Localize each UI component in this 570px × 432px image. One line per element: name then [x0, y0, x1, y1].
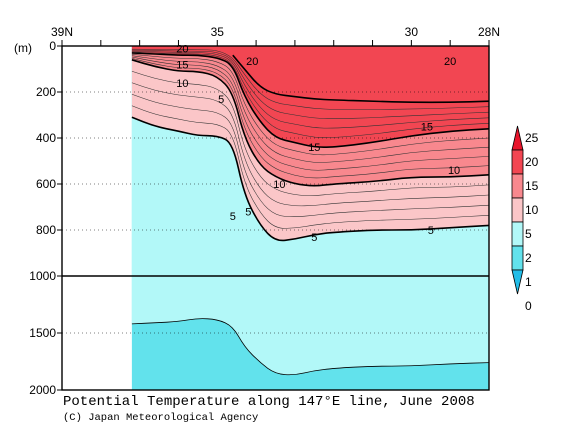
contour-label-7: 10 [273, 179, 285, 191]
depth-label-2000: 2000 [29, 383, 56, 397]
latitude-axis: 39N 35 30 28N [51, 25, 500, 46]
contour-label-12: 5 [311, 232, 317, 244]
contour-label-10: 5 [230, 211, 236, 223]
isotherm-minor-2-1 [131, 51, 489, 138]
contour-label-9: 5 [218, 94, 224, 106]
legend-swatch-10 [511, 197, 524, 223]
isotherm-minor-1-2 [131, 56, 489, 171]
legend-label-1: 1 [525, 275, 532, 289]
contour-label-8: 10 [448, 165, 460, 177]
isotherm-2 [131, 318, 489, 376]
contour-label-3: 15 [176, 59, 188, 71]
isotherm-minor-2-4 [131, 48, 489, 110]
lat-label-39: 39N [51, 25, 73, 39]
isotherm-minor-1-4 [131, 54, 489, 156]
depth-label-1500: 1500 [29, 326, 56, 340]
legend-label-0: 0 [525, 299, 532, 313]
depth-axis: 0 200 400 600 800 1000 1500 2000 [29, 39, 62, 397]
legend-label-15: 15 [525, 179, 539, 193]
isotherm-minor-1-1 [131, 58, 489, 179]
contour-label-0: 20 [176, 43, 188, 55]
temperature-fill-layers [131, 46, 489, 390]
legend-swatch-25 [511, 125, 524, 151]
legend-label-25: 25 [525, 131, 539, 145]
isotherm-minor-2-3 [131, 49, 489, 119]
isotherm-10 [131, 59, 489, 187]
isotherm-minor-2-2 [131, 50, 489, 129]
legend-swatch-1 [511, 269, 524, 295]
depth-label-200: 200 [36, 85, 56, 99]
legend-swatch-2 [511, 245, 524, 271]
isotherm-20 [232, 54, 489, 104]
plot-border [61, 45, 490, 391]
legend-label-2: 2 [525, 251, 532, 265]
depth-unit-label: (m) [14, 41, 32, 55]
isotherm-15 [131, 52, 489, 149]
isotherm-minor-0-3 [131, 82, 489, 207]
legend-swatch-15 [511, 173, 524, 199]
isotherm-minor-0-1 [131, 105, 489, 229]
legend-label-10: 10 [525, 203, 539, 217]
depth-label-800: 800 [36, 223, 56, 237]
contour-label-4: 15 [308, 142, 320, 154]
depth-label-600: 600 [36, 177, 56, 191]
contour-label-6: 10 [176, 78, 188, 90]
contour-label-11: 5 [245, 207, 251, 219]
lat-label-30: 30 [405, 25, 419, 39]
depth-gridlines [62, 91, 489, 334]
legend-label-5: 5 [525, 227, 532, 241]
legend-swatch-20 [511, 149, 524, 175]
copyright-credit: (C) Japan Meteorological Agency [63, 412, 259, 424]
contour-label-13: 5 [428, 225, 434, 237]
isotherm-minor-1-3 [131, 55, 489, 163]
contour-label-5: 15 [421, 122, 433, 134]
legend-label-20: 20 [525, 155, 539, 169]
isotherm-minor-0-4 [131, 71, 489, 196]
lat-label-35: 35 [211, 25, 225, 39]
legend-swatch-5 [511, 221, 524, 247]
depth-label-0: 0 [49, 39, 56, 53]
fill-above-20 [232, 46, 489, 103]
contour-label-2: 20 [444, 56, 456, 68]
plot-frame [61, 45, 490, 391]
contour-label-1: 20 [246, 56, 258, 68]
isotherm-minor-0-2 [131, 94, 489, 217]
chart-title: Potential Temperature along 147°E line, … [63, 394, 475, 410]
depth-label-1000: 1000 [29, 269, 56, 283]
lat-label-28: 28N [478, 25, 500, 39]
depth-label-400: 400 [36, 131, 56, 145]
isotherm-5 [131, 116, 489, 242]
isotherm-lines [131, 48, 489, 376]
